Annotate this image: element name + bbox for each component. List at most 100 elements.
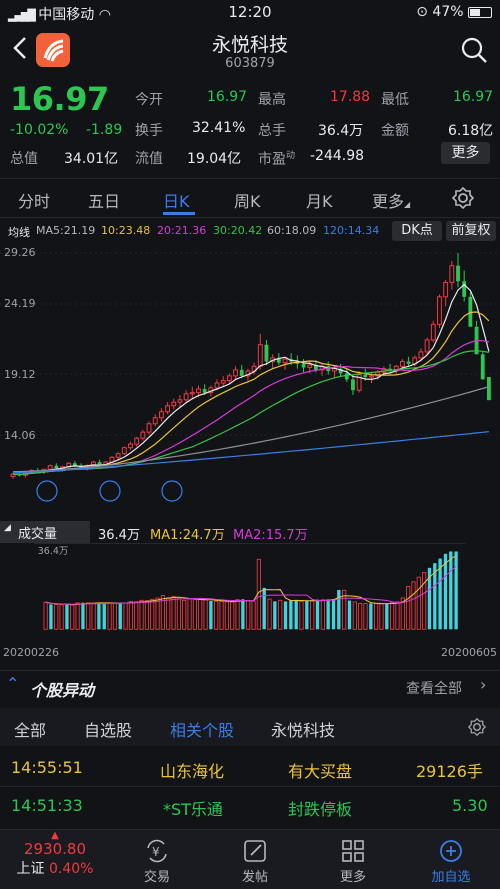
candle[interactable] [399, 360, 405, 367]
dk-point-button[interactable]: DK点 [392, 221, 442, 241]
carrier-name: 中国移动 [38, 7, 95, 23]
candle[interactable] [177, 399, 183, 403]
collapse-chevron-icon[interactable]: ⌃ [6, 674, 20, 693]
candle[interactable] [486, 377, 491, 401]
candle[interactable] [369, 375, 374, 378]
list-item[interactable]: 14:55:51 山东海化 有大买盘 29126手 [0, 749, 500, 787]
open-label: 今开 [135, 92, 163, 108]
candle[interactable] [307, 364, 313, 368]
candle[interactable] [344, 373, 349, 380]
subtab-watchlist[interactable]: 自选股 [84, 721, 133, 740]
candle[interactable] [437, 296, 442, 325]
volume-bar [102, 602, 106, 630]
alert-settings-icon[interactable] [468, 718, 486, 736]
candle[interactable] [282, 358, 288, 364]
subtab-all[interactable]: 全部 [14, 721, 47, 740]
candle[interactable] [196, 388, 201, 394]
candle[interactable] [456, 265, 460, 282]
index-change: 0.40% [48, 861, 94, 877]
candle[interactable] [363, 374, 368, 378]
search-icon[interactable] [460, 36, 488, 64]
candle[interactable] [480, 354, 485, 380]
candle[interactable] [338, 368, 343, 374]
candle[interactable] [226, 375, 232, 382]
candle[interactable] [165, 405, 170, 413]
candle[interactable] [239, 369, 244, 376]
candle[interactable] [257, 344, 263, 367]
candle[interactable] [128, 443, 133, 449]
candle[interactable] [47, 465, 53, 470]
volume-axis-label: 36.4万 [38, 546, 69, 557]
nav-trade[interactable]: ¥ 交易 [122, 830, 192, 885]
candle[interactable] [214, 382, 220, 389]
subtab-current-stock[interactable]: 永悦科技 [271, 721, 336, 740]
candle[interactable] [462, 281, 467, 297]
candle[interactable] [171, 401, 177, 407]
candle[interactable] [449, 265, 455, 283]
candle[interactable] [134, 437, 140, 445]
back-icon[interactable] [12, 35, 28, 61]
candle[interactable] [183, 393, 189, 401]
candle[interactable] [158, 411, 164, 419]
tab-monthly-k[interactable]: 月K [306, 192, 333, 211]
volume-bar [70, 604, 75, 630]
candle[interactable] [233, 369, 238, 377]
candle[interactable] [121, 447, 127, 455]
candle[interactable] [115, 453, 121, 458]
sell-signal-icon[interactable] [161, 480, 183, 502]
candle[interactable] [418, 351, 424, 359]
volume-bar [86, 602, 91, 630]
nav-more[interactable]: 更多 [318, 830, 388, 885]
chevron-right-icon[interactable]: › [480, 675, 487, 694]
nav-add-watchlist[interactable]: 加自选 [416, 830, 486, 885]
candle[interactable] [189, 392, 195, 395]
buy-signal-icon[interactable] [99, 480, 121, 502]
index-ticker[interactable]: ▲ 2930.80 上证 0.40% [0, 830, 110, 878]
volume-chart[interactable]: 36.4万 [0, 543, 500, 631]
settings-gear-icon[interactable] [452, 187, 474, 209]
volume-bar [331, 599, 336, 630]
volume-bar [347, 600, 352, 630]
stock-alert-header[interactable]: ⌃ 个股异动 查看全部 › [0, 670, 500, 702]
y-tick-label: 29.26 [4, 246, 36, 259]
candle[interactable] [356, 374, 362, 391]
candle[interactable] [97, 462, 102, 465]
candle[interactable] [264, 344, 269, 362]
volume-selector[interactable]: 成交量 ◢ [0, 521, 90, 543]
candle[interactable] [301, 363, 306, 368]
list-item[interactable]: 14:51:33 *ST乐通 封跌停板 5.30 [0, 787, 500, 825]
candle[interactable] [10, 473, 16, 477]
candle[interactable] [152, 417, 158, 425]
candle[interactable] [424, 339, 430, 353]
volume-bar [251, 600, 256, 630]
candle[interactable] [220, 380, 226, 384]
price-adjust-button[interactable]: 前复权 [446, 221, 496, 241]
candle[interactable] [72, 463, 77, 466]
candle[interactable] [443, 281, 449, 298]
buy-signal-icon[interactable] [36, 480, 58, 502]
candle[interactable] [146, 423, 152, 433]
tab-daily-k[interactable]: 日K [163, 192, 190, 211]
subtab-related[interactable]: 相关个股 [170, 721, 235, 740]
candle[interactable] [140, 431, 146, 439]
candle[interactable] [91, 461, 96, 467]
candle[interactable] [313, 365, 318, 370]
volume-bar [209, 600, 213, 630]
candle[interactable] [202, 389, 207, 393]
volume-bar [65, 604, 69, 630]
candle[interactable] [430, 323, 436, 341]
candlestick-chart[interactable]: 29.26 24.19 19.12 14.06 [0, 243, 500, 519]
tab-five-day[interactable]: 五日 [88, 192, 121, 211]
nav-post[interactable]: 发帖 [220, 830, 290, 885]
candle[interactable] [276, 357, 281, 363]
tab-more[interactable]: 更多◢ [372, 192, 411, 211]
candle[interactable] [406, 361, 411, 364]
candle[interactable] [468, 296, 473, 327]
more-quote-button[interactable]: 更多 [441, 142, 490, 164]
tab-weekly-k[interactable]: 周K [234, 192, 261, 211]
app-logo[interactable] [36, 33, 70, 67]
candle[interactable] [54, 465, 59, 469]
candle[interactable] [351, 379, 355, 391]
view-all-link[interactable]: 查看全部 [406, 681, 462, 697]
tab-intraday[interactable]: 分时 [18, 192, 51, 211]
